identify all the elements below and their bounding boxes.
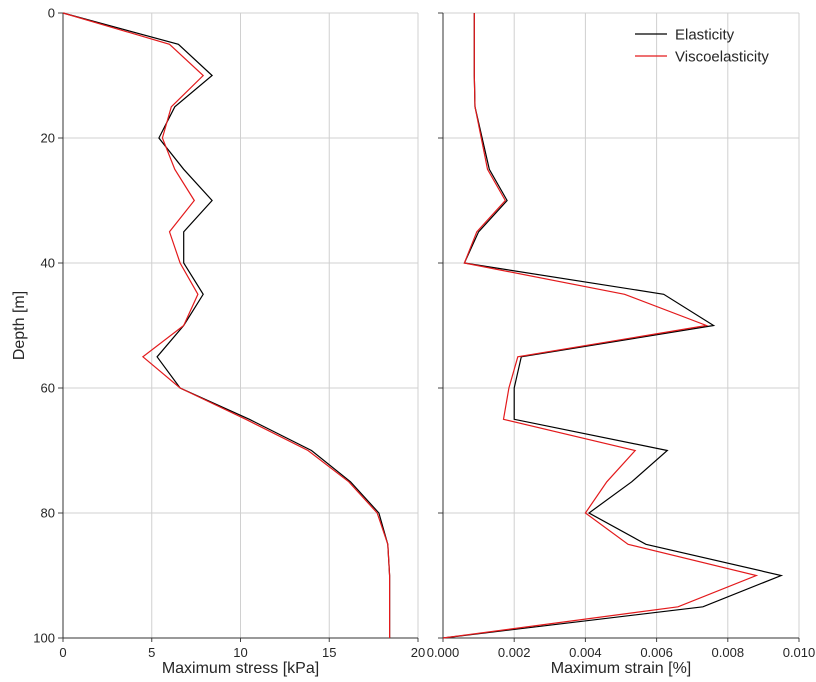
- x-tick-label-1-1: 0.002: [498, 645, 531, 660]
- y-tick-label-0-4: 80: [41, 506, 55, 521]
- x-tick-label-1-3: 0.006: [640, 645, 673, 660]
- series-line-1-1: [442, 13, 759, 639]
- legend-label-0: Elasticity: [675, 27, 735, 44]
- y-axis-label-0: Depth [m]: [11, 291, 28, 360]
- x-tick-label-1-2: 0.004: [569, 645, 602, 660]
- x-tick-label-1-5: 0.010: [783, 645, 816, 660]
- y-tick-label-0-0: 0: [48, 6, 55, 21]
- x-tick-label-0-0: 0: [59, 645, 66, 660]
- y-tick-label-0-2: 40: [41, 256, 55, 271]
- x-tick-label-0-2: 10: [233, 645, 247, 660]
- series-line-0-1: [62, 12, 391, 638]
- x-tick-label-0-1: 5: [148, 645, 155, 660]
- series-line-0-0: [62, 12, 391, 638]
- x-tick-label-1-4: 0.008: [712, 645, 745, 660]
- y-tick-label-0-5: 100: [33, 631, 55, 646]
- x-tick-label-1-0: 0.000: [427, 645, 460, 660]
- x-tick-label-0-3: 15: [322, 645, 336, 660]
- x-axis-label-1: Maximum strain [%]: [551, 660, 691, 677]
- series-line-1-0: [442, 13, 784, 639]
- y-tick-label-0-1: 20: [41, 131, 55, 146]
- x-tick-label-0-4: 20: [411, 645, 425, 660]
- legend-label-1: Viscoelasticity: [675, 49, 769, 66]
- x-axis-label-0: Maximum stress [kPa]: [162, 660, 319, 677]
- y-tick-label-0-3: 60: [41, 381, 55, 396]
